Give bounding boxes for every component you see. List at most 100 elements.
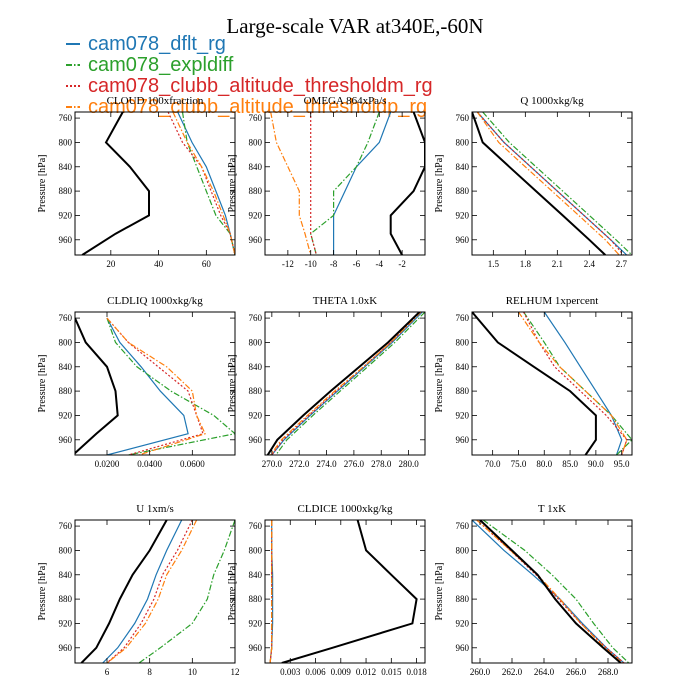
- y-tick-label: 800: [59, 337, 73, 347]
- x-tick-label: 0.0600: [180, 459, 205, 469]
- series-line: [543, 312, 623, 455]
- panel-title: RELHUM 1xpercent: [506, 295, 599, 307]
- panel: CLDICE 1000xkg/kg Pressure [hPa] 760 800 840…: [227, 503, 427, 677]
- y-tick-label: 760: [59, 521, 73, 531]
- legend-entry: cam078_clubb_altitude_thresholdm_rg: [66, 75, 433, 97]
- x-tick-label: 268.0: [598, 667, 619, 677]
- y-tick-label: 880: [456, 386, 470, 396]
- legend-label: cam078_clubb_altitude_thresholdm_rg: [88, 75, 433, 97]
- y-tick-label: 760: [456, 313, 470, 323]
- series-line: [310, 112, 317, 255]
- y-tick-label: 960: [249, 235, 263, 245]
- y-axis-label: Pressure [hPa]: [227, 562, 238, 620]
- series-line: [167, 112, 235, 255]
- y-tick-label: 880: [249, 186, 263, 196]
- series-line: [476, 112, 624, 255]
- panel: RELHUM 1xpercent Pressure [hPa] 760 800 840 8…: [434, 295, 633, 469]
- series-line: [281, 520, 418, 663]
- series-line: [106, 317, 206, 455]
- y-tick-label: 960: [59, 435, 73, 445]
- y-tick-label: 840: [59, 362, 73, 372]
- panel: T 1xK Pressure [hPa] 760 800 840 880 920 960 260…: [434, 503, 633, 677]
- series-line: [106, 317, 189, 455]
- y-tick-label: 960: [59, 235, 73, 245]
- legend-entry: cam078_expldiff: [66, 54, 234, 76]
- y-tick-label: 920: [456, 410, 470, 420]
- x-tick-label: 276.0: [344, 459, 365, 469]
- series-line: [472, 112, 606, 255]
- y-tick-label: 760: [456, 521, 470, 531]
- y-tick-label: 880: [59, 186, 73, 196]
- series-line: [270, 312, 422, 455]
- y-tick-label: 760: [59, 313, 73, 323]
- x-tick-label: 0.006: [305, 667, 326, 677]
- series-line: [172, 112, 235, 255]
- panel: CLOUD 100xfraction Pressure [hPa] 760 800 84…: [37, 95, 236, 269]
- plot-frame: [471, 519, 633, 664]
- y-tick-label: 800: [59, 545, 73, 555]
- y-tick-label: 960: [249, 643, 263, 653]
- x-tick-label: 270.0: [262, 459, 283, 469]
- plot-frame: [264, 111, 426, 256]
- x-tick-label: 0.015: [381, 667, 402, 677]
- series-line: [106, 317, 235, 455]
- y-tick-label: 880: [456, 186, 470, 196]
- panel-title: U 1xm/s: [136, 503, 174, 515]
- y-tick-label: 760: [249, 521, 263, 531]
- y-tick-label: 920: [249, 210, 263, 220]
- y-tick-label: 880: [249, 386, 263, 396]
- x-tick-label: 80.0: [536, 459, 552, 469]
- panel: OMEGA 864xPa/s Pressure [hPa] 760 800 840 880…: [227, 95, 426, 269]
- x-tick-label: 40: [154, 259, 164, 269]
- x-tick-label: -6: [353, 259, 361, 269]
- plot-frame: [74, 311, 236, 456]
- y-tick-label: 960: [456, 643, 470, 653]
- figure-title: Large-scale VAR at340E,-60N: [226, 14, 483, 38]
- x-tick-label: 70.0: [485, 459, 501, 469]
- panel-title: T 1xK: [538, 503, 566, 515]
- x-tick-label: -10: [305, 259, 317, 269]
- x-tick-label: 278.0: [371, 459, 392, 469]
- y-axis-label: Pressure [hPa]: [434, 562, 445, 620]
- series-line: [106, 520, 198, 663]
- y-tick-label: 920: [249, 410, 263, 420]
- panel-title: CLDICE 1000xkg/kg: [297, 503, 393, 515]
- series-line: [271, 312, 422, 455]
- x-tick-label: 0.009: [331, 667, 352, 677]
- x-tick-label: 0.0400: [137, 459, 162, 469]
- x-tick-label: 2.4: [584, 259, 596, 269]
- series-line: [333, 112, 392, 255]
- series-line: [102, 520, 183, 663]
- panel-title: OMEGA 864xPa/s: [304, 95, 387, 107]
- y-tick-label: 960: [456, 435, 470, 445]
- y-tick-label: 800: [249, 337, 263, 347]
- x-tick-label: 1.5: [488, 259, 500, 269]
- panel: U 1xm/s Pressure [hPa] 760 800 840 880 920 960 6…: [37, 503, 240, 677]
- x-tick-label: 10: [188, 667, 198, 677]
- y-tick-label: 760: [249, 113, 263, 123]
- x-tick-label: 0.018: [406, 667, 427, 677]
- series-line: [518, 312, 628, 455]
- x-tick-label: 266.0: [566, 667, 587, 677]
- y-axis-label: Pressure [hPa]: [37, 154, 48, 212]
- series-line: [476, 520, 623, 663]
- y-tick-label: 880: [59, 594, 73, 604]
- y-tick-label: 760: [59, 113, 73, 123]
- panel: THETA 1.0xK Pressure [hPa] 760 800 840 880 920…: [227, 295, 426, 469]
- x-tick-label: 280.0: [398, 459, 419, 469]
- series-line: [80, 520, 168, 663]
- series-line: [275, 312, 425, 455]
- legend-entry: cam078_dflt_rg: [66, 33, 226, 55]
- y-tick-label: 840: [249, 362, 263, 372]
- y-tick-label: 800: [249, 137, 263, 147]
- x-tick-label: 60: [202, 259, 212, 269]
- y-tick-label: 920: [59, 618, 73, 628]
- x-tick-label: -12: [282, 259, 294, 269]
- y-tick-label: 960: [456, 235, 470, 245]
- plot-frame: [471, 311, 633, 456]
- plot-frame: [264, 311, 426, 456]
- y-tick-label: 880: [456, 594, 470, 604]
- x-tick-label: 274.0: [316, 459, 337, 469]
- y-tick-label: 840: [249, 570, 263, 580]
